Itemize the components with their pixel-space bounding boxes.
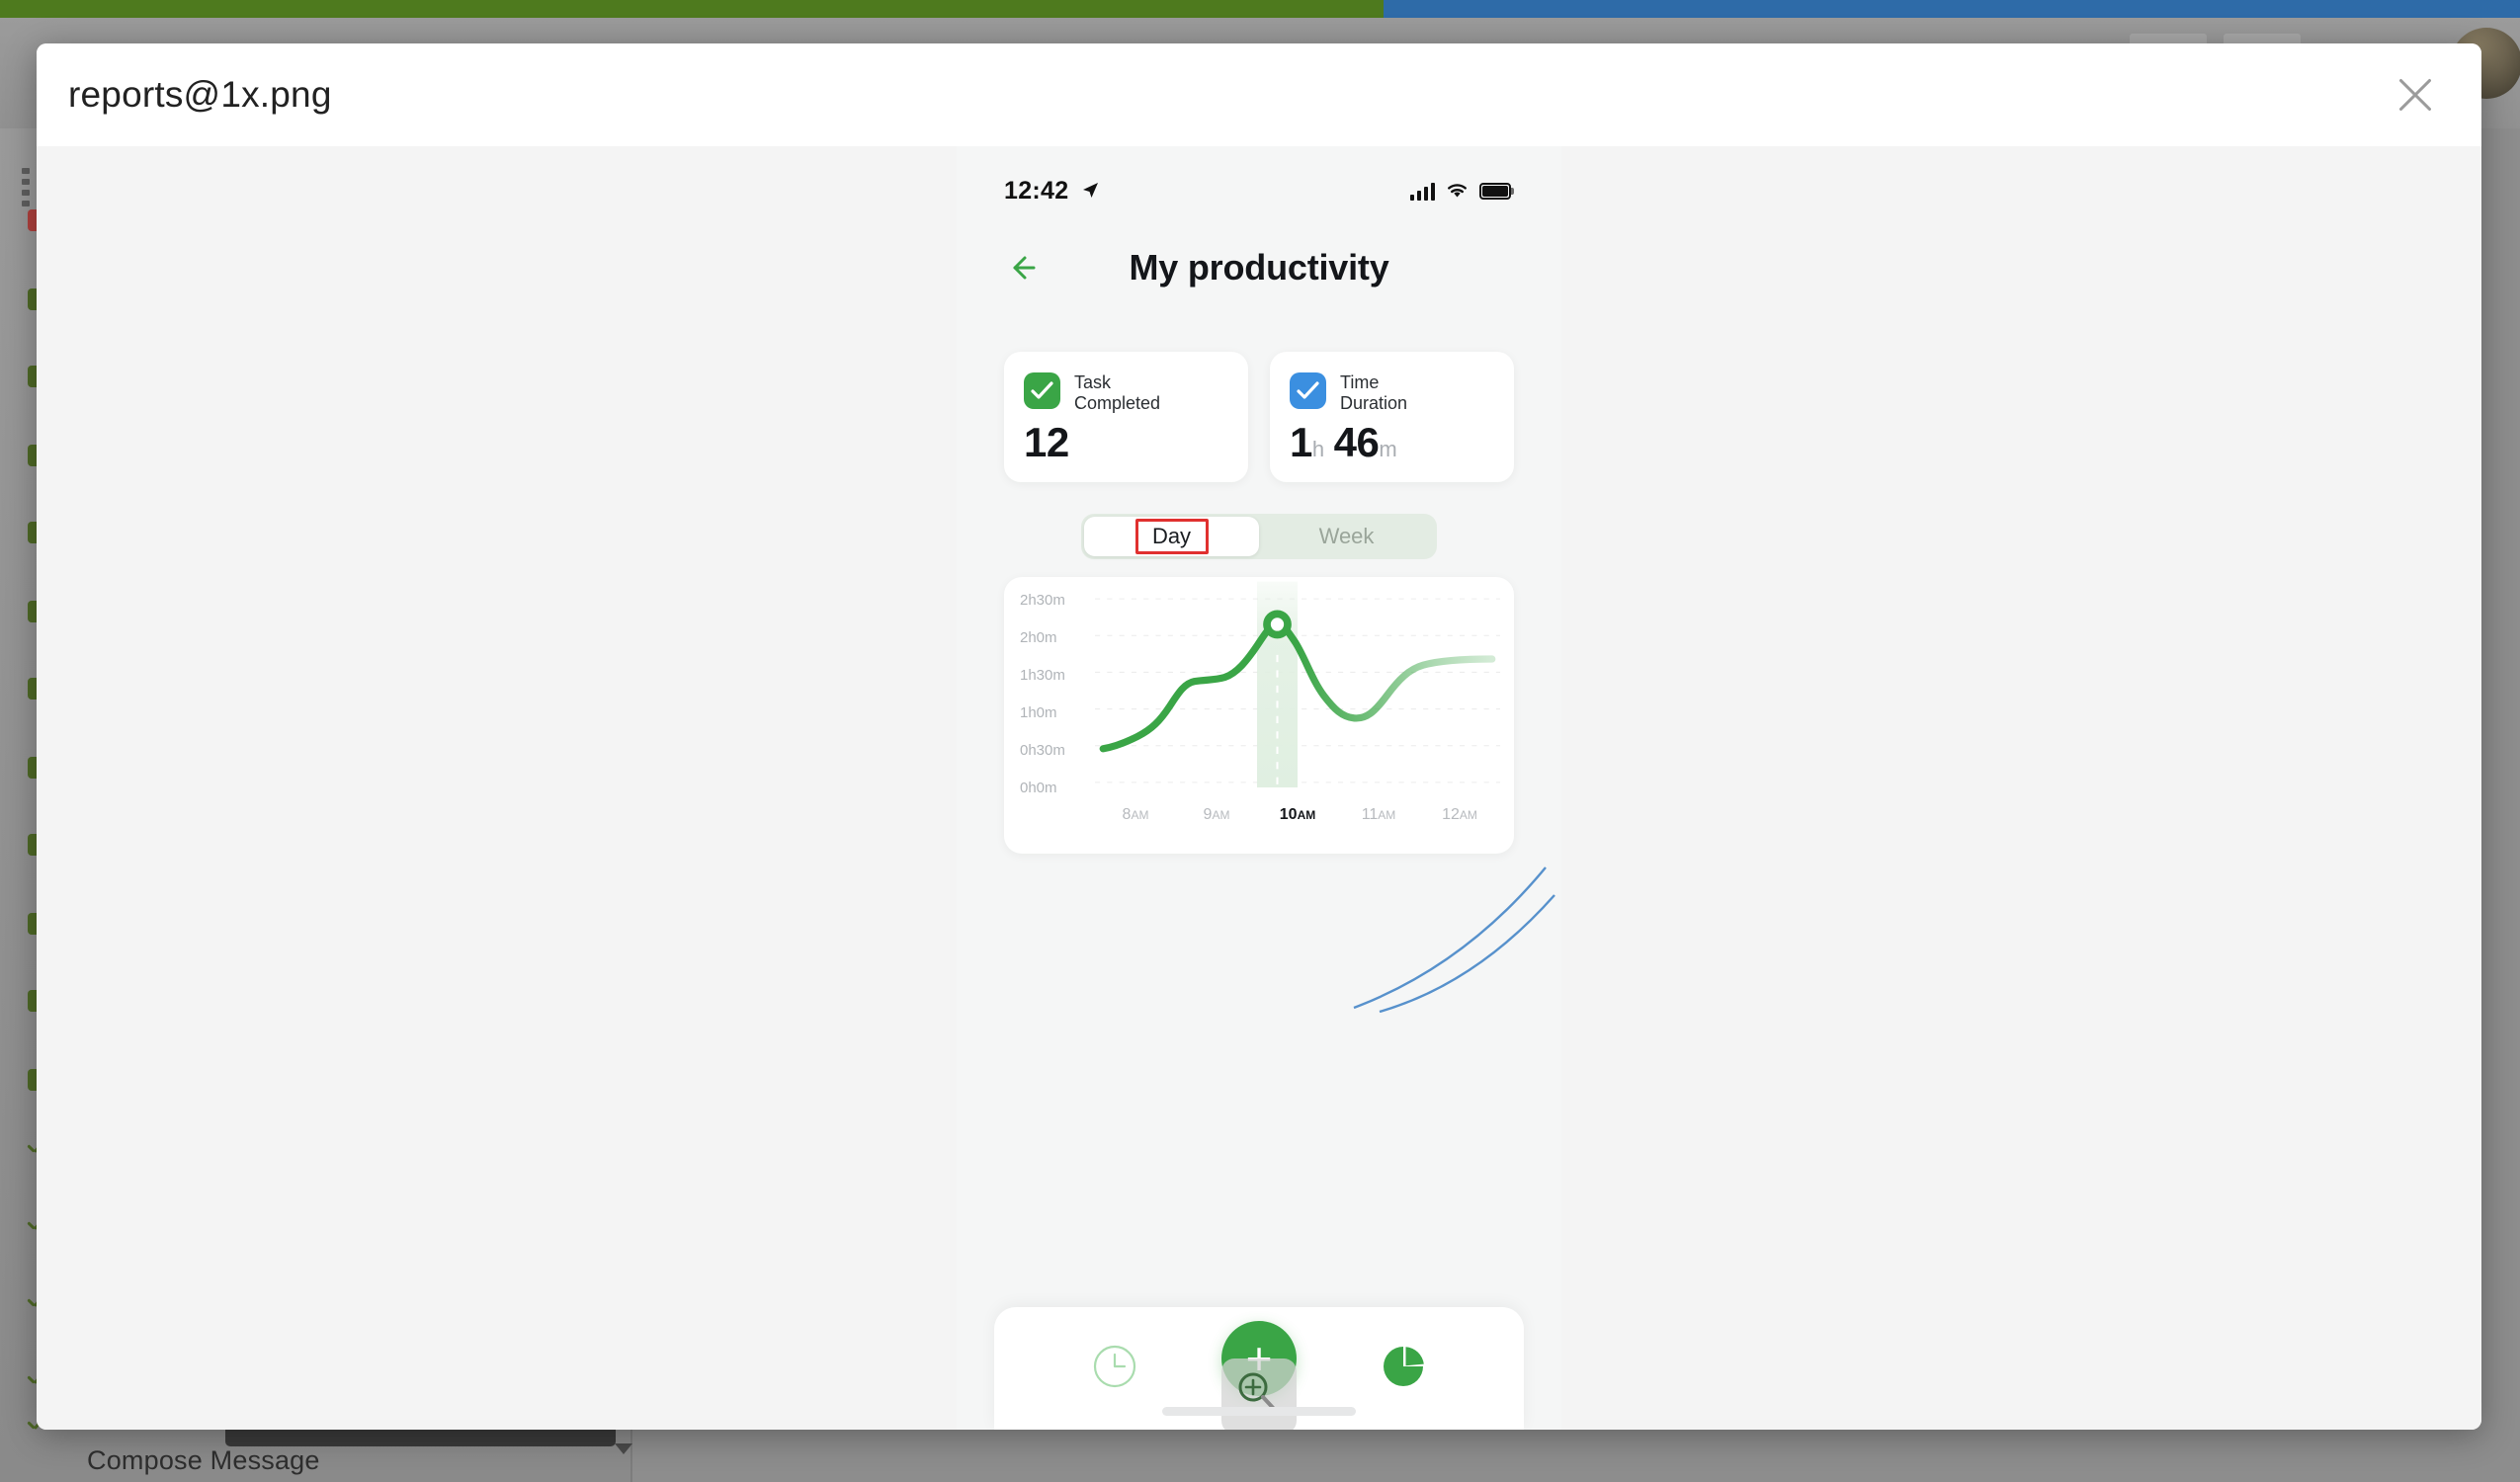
stat-card-label-line1: Task bbox=[1074, 372, 1112, 392]
stat-card-label-line1: Time bbox=[1340, 372, 1380, 392]
stat-card-label: Task Completed bbox=[1074, 372, 1160, 414]
stat-card-task-completed[interactable]: Task Completed 12 bbox=[1004, 352, 1248, 482]
x-tick-label: 11AM bbox=[1361, 806, 1396, 823]
stat-unit-minutes: m bbox=[1379, 437, 1397, 461]
stat-value-minutes: 46 bbox=[1333, 419, 1380, 465]
compose-message-label[interactable]: Compose Message bbox=[87, 1445, 320, 1475]
phone-header: My productivity bbox=[957, 233, 1561, 302]
stat-value-primary: 12 bbox=[1024, 419, 1069, 465]
x-tick-label: 8AM bbox=[1122, 806, 1149, 823]
stat-card-value: 1h 46m bbox=[1290, 419, 1397, 466]
stat-card-label-line2: Completed bbox=[1074, 393, 1161, 413]
arrow-left-icon[interactable] bbox=[1004, 251, 1038, 285]
status-indicators bbox=[1410, 182, 1514, 201]
titlebar-green-segment bbox=[0, 0, 1384, 18]
stat-value-hours: 1 bbox=[1290, 419, 1312, 465]
checkbox-checked-icon bbox=[1290, 372, 1326, 409]
chart-plot-area[interactable] bbox=[1095, 581, 1500, 787]
tab-week-label: Week bbox=[1318, 524, 1375, 548]
chart-data-marker-center bbox=[1270, 618, 1285, 631]
titlebar-blue-segment bbox=[1384, 0, 2520, 18]
page-title: My productivity bbox=[1129, 247, 1389, 288]
modal-filename: reports@1x.png bbox=[68, 74, 332, 115]
y-tick-label: 1h0m bbox=[1020, 704, 1057, 721]
clock-icon[interactable] bbox=[1092, 1344, 1137, 1394]
x-tick-label: 9AM bbox=[1203, 806, 1230, 823]
modal-header: reports@1x.png bbox=[37, 43, 2481, 146]
close-icon[interactable] bbox=[2393, 72, 2438, 118]
y-tick-label: 1h30m bbox=[1020, 667, 1065, 684]
y-tick-label: 2h30m bbox=[1020, 592, 1065, 609]
stat-cards: Task Completed 12 bbox=[1004, 352, 1514, 482]
wifi-icon bbox=[1448, 184, 1467, 198]
phone-mockup: 12:42 bbox=[957, 146, 1561, 1430]
phone-status-bar: 12:42 bbox=[957, 168, 1561, 213]
period-segmented-control: Day Week bbox=[1081, 514, 1437, 559]
chart-y-axis: 2h30m 2h0m 1h30m 1h0m 0h30m 0h0m bbox=[1020, 592, 1093, 819]
productivity-chart-card: 2h30m 2h0m 1h30m 1h0m 0h30m 0h0m bbox=[1004, 577, 1514, 854]
y-tick-label: 0h30m bbox=[1020, 742, 1065, 759]
cellular-signal-icon bbox=[1410, 182, 1435, 201]
status-time: 12:42 bbox=[1004, 176, 1069, 205]
tab-day-label: Day bbox=[1151, 524, 1192, 548]
x-tick-label: 12AM bbox=[1442, 806, 1477, 823]
tab-week[interactable]: Week bbox=[1259, 517, 1434, 556]
decorative-blue-curves bbox=[1352, 838, 1564, 1016]
bottom-navigation-bar: + bbox=[994, 1307, 1524, 1430]
location-arrow-icon bbox=[1080, 181, 1100, 201]
chart-x-axis: 8AM 9AM 10AM 11AM 12AM bbox=[1095, 806, 1500, 824]
stat-unit-hours: h bbox=[1311, 437, 1324, 461]
image-preview-modal: reports@1x.png 12:42 bbox=[37, 43, 2481, 1430]
more-options-icon[interactable] bbox=[22, 168, 30, 211]
home-indicator bbox=[1162, 1407, 1356, 1416]
chevron-down-icon[interactable] bbox=[615, 1443, 632, 1454]
y-tick-label: 0h0m bbox=[1020, 780, 1057, 796]
y-tick-label: 2h0m bbox=[1020, 629, 1057, 646]
tab-day[interactable]: Day bbox=[1084, 517, 1259, 556]
stat-card-time-duration[interactable]: Time Duration 1h 46m bbox=[1270, 352, 1514, 482]
battery-full-icon bbox=[1479, 182, 1514, 200]
stat-card-value: 12 bbox=[1024, 419, 1069, 466]
pie-chart-icon[interactable] bbox=[1381, 1344, 1426, 1394]
add-fab-button[interactable]: + bbox=[1221, 1321, 1297, 1396]
modal-body: 12:42 bbox=[37, 146, 2481, 1430]
background-window-titlebar bbox=[0, 0, 2520, 18]
stat-card-label-line2: Duration bbox=[1340, 393, 1408, 413]
stat-card-label: Time Duration bbox=[1340, 372, 1407, 414]
x-tick-label-active: 10AM bbox=[1279, 806, 1316, 823]
checkbox-checked-icon bbox=[1024, 372, 1060, 409]
